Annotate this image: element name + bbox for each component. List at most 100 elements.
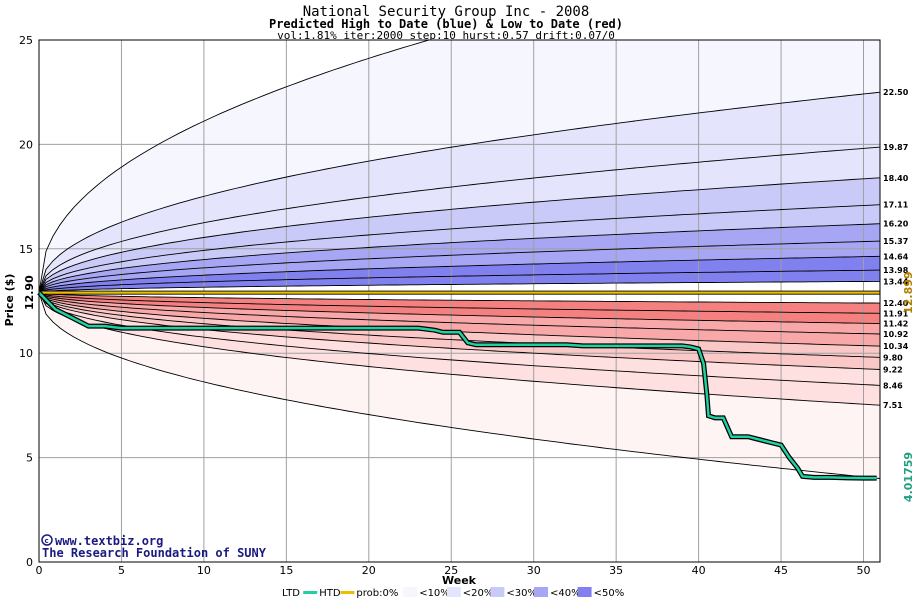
plot-frame [38,39,881,563]
x-tick-label: 15 [279,564,293,577]
percentile-end-label: 9.22 [883,365,903,374]
upper-band [39,177,880,293]
lower-band [39,292,880,386]
legend-band-label: <30% [506,588,537,599]
legend-htd-swatch [340,591,355,594]
x-tick-label: 30 [527,564,541,577]
lower-percentile-curve [39,292,880,314]
legend: LTD HTD prob:0% <10% <20% <30% <40% <50% [282,587,624,599]
upper-band [39,40,880,293]
lower-band [39,292,880,406]
upper-band [39,270,880,293]
lower-percentile-curve [39,292,880,406]
legend-prob-label: prob:0% [356,588,398,599]
percentile-end-label: 16.20 [883,220,909,229]
percentile-end-label: 13.98 [883,266,909,275]
copyright-icon [41,534,53,546]
ltd-line [38,291,877,480]
end-value-label: 4.01759 [902,452,915,502]
legend-band-label: <20% [463,588,494,599]
x-tick-label: 45 [774,564,788,577]
legend-htd-label: HTD [319,588,341,599]
chart-subtitle: Predicted High to Date (blue) & Low to D… [269,17,623,31]
percentile-end-label: 11.91 [883,309,909,318]
upper-band [39,256,880,293]
percentile-end-label: 10.92 [883,330,908,339]
probability-bands [39,40,880,479]
x-tick-label: 20 [362,564,376,577]
lower-percentile-curve [39,292,880,386]
upper-percentile-curve [39,40,431,293]
legend-band-swatch [403,587,418,597]
y-tick-label: 25 [19,34,33,47]
lower-band [39,292,880,370]
upper-band [39,147,880,293]
legend-ltd-label: LTD [282,588,300,599]
legend-band-swatch [577,587,592,597]
percentile-end-label: 14.64 [883,252,909,261]
y-tick-label: 5 [26,452,33,465]
plot-area: 0 5 10 15 20 25 30 35 40 45 50 0 5 10 15 20 25 12.90 22.50… [19,34,915,577]
credits: c www.textbiz.org The Research Foundatio… [41,534,267,560]
percentile-end-label: 7.51 [883,401,903,410]
upper-band [39,92,880,293]
upper-band [39,204,880,293]
y-tick-label: 15 [19,243,33,256]
lower-percentile-curve [39,292,880,358]
upper-percentile-curve [39,240,880,293]
percentile-end-label: 18.40 [883,174,909,183]
percentile-end-label: 11.42 [883,320,908,329]
legend-band-swatch [534,587,548,597]
legend-band-swatch [490,587,505,597]
lower-band [39,292,880,334]
x-tick-label: 5 [118,564,125,577]
credit-org: The Research Foundation of SUNY [42,546,267,560]
lower-band [39,292,880,314]
upper-percentile-curve [39,146,880,293]
chart-params: vol:1.81% iter:2000 step:10 hurst:0.57 d… [277,29,615,42]
y-axis-label: Price ($) [3,274,16,327]
legend-band-label: <50% [594,588,625,599]
percentile-end-label: 19.87 [883,143,908,152]
credit-url: www.textbiz.org [55,534,163,548]
percentile-end-label: 9.80 [883,353,903,362]
upper-band [39,241,880,293]
x-tick-label: 25 [444,564,458,577]
right-start-value-label: 12.899 [902,271,915,313]
x-tick-label: 40 [692,564,706,577]
upper-percentile-curve [39,91,880,293]
legend-ltd-swatch [303,591,318,594]
start-price-label: 12.90 [23,275,36,310]
y-tick-label: 10 [19,347,33,360]
y-tick-label: 20 [19,138,33,151]
upper-band [39,223,880,293]
x-tick-label: 10 [197,564,211,577]
upper-percentile-curve [39,223,880,293]
legend-band-label: <10% [419,588,450,599]
percentile-end-label: 10.34 [883,342,909,351]
percentile-curves [39,40,880,479]
copyright-glyph: c [45,537,49,545]
upper-percentile-curve [39,204,880,293]
upper-percentile-curve [39,280,880,294]
legend-band-label: <40% [550,588,581,599]
lower-percentile-curve [39,292,880,335]
lower-percentile-curve [39,292,880,479]
percentile-end-label: 13.44 [883,277,909,286]
lower-band [39,292,880,347]
percentile-end-label: 15.37 [883,237,908,246]
percentile-end-label: 8.46 [883,381,903,390]
x-tick-label: 0 [36,564,43,577]
lower-percentile-curve [39,292,880,304]
percentile-end-label: 17.11 [883,201,909,210]
legend-band-swatch [446,587,461,597]
x-tick-label: 35 [609,564,623,577]
lower-band [39,292,880,479]
upper-percentile-curve [39,177,880,293]
x-axis-label: Week [442,574,477,587]
upper-percentile-curve [39,269,880,294]
lower-band [39,292,880,358]
lower-percentile-curve [39,292,880,325]
x-tick-label: 50 [857,564,871,577]
percentile-end-label: 22.50 [883,88,909,97]
